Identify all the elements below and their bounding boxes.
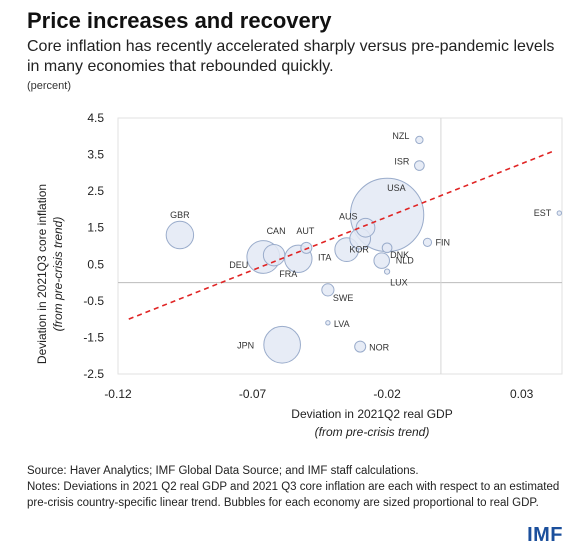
bubble-nld [373,252,390,269]
y-tick-labels: 4.5 3.5 2.5 1.5 0.5 -0.5 -1.5 -2.5 [83,111,104,381]
bubble-aut [300,241,313,254]
y-axis-subtitle: (from pre-crisis trend) [51,217,65,332]
y-tick-label: -2.5 [83,367,104,381]
y-tick-label: 1.5 [87,221,104,235]
bubble-jpn [263,325,301,364]
bubble-isr [414,160,425,171]
x-tick-label: -0.12 [104,387,132,401]
point-label-dnk: DNK [390,250,409,260]
y-tick-label: 0.5 [87,257,104,271]
point-label-usa: USA [387,183,406,193]
x-tick-labels: -0.12 -0.07 -0.02 0.03 [104,387,533,401]
x-axis-subtitle: (from pre-crisis trend) [315,425,430,439]
x-tick-label: -0.02 [373,387,401,401]
point-label-deu: DEU [229,260,248,270]
point-labels: NZL ISR USA AUS EST GBR FIN CAN AUT DNK DEU FRA ITA N… [170,131,552,353]
imf-logo: IMF [527,524,563,546]
point-label-ita: ITA [318,253,331,263]
x-tick-label: -0.07 [239,387,267,401]
point-label-lva: LVA [334,319,350,329]
point-label-lux: LUX [390,278,408,288]
point-label-can: CAN [267,226,286,236]
point-label-est: EST [534,208,552,218]
point-label-nor: NOR [369,343,390,353]
chart-subtitle: Core inflation has recently accelerated … [27,38,555,75]
y-tick-label: 4.5 [87,111,104,125]
point-label-isr: ISR [394,157,410,167]
source-text: Source: Haver Analytics; IMF Global Data… [27,465,419,477]
point-label-gbr: GBR [170,210,190,220]
notes-text: Notes: Deviations in 2021 Q2 real GDP an… [27,481,560,509]
footer-notes: Source: Haver Analytics; IMF Global Data… [27,463,567,511]
y-tick-label: 2.5 [87,184,104,198]
y-tick-label: -0.5 [83,294,104,308]
bubble-fin [422,237,433,247]
y-tick-label: 3.5 [87,148,104,162]
point-label-fin: FIN [435,237,450,247]
unit-label: (percent) [27,80,72,92]
y-axis-title: Deviation in 2021Q3 core inflation [35,184,49,364]
bubble-est [556,210,563,216]
chart-title: Price increases and recovery [27,8,332,33]
point-label-nld: NLD [396,256,415,266]
point-label-fra: FRA [279,269,297,279]
bubble-dnk [381,242,393,254]
bubble-swe [321,283,335,297]
gridlines [117,117,563,375]
point-label-aut: AUT [296,226,315,236]
bubble-lux [383,268,391,275]
x-tick-label: 0.03 [510,387,534,401]
bubble-lva [325,320,331,326]
y-tick-label: -1.5 [83,330,104,344]
bubbles [165,135,563,364]
trend-line [128,150,555,320]
bubble-nor [354,340,367,353]
x-axis-title: Deviation in 2021Q2 real GDP [291,407,452,421]
trend-line-group [128,150,555,320]
bubble-aus [355,217,376,238]
point-label-nzl: NZL [392,131,409,141]
bubble-can [262,243,286,267]
bubble-gbr [165,220,195,250]
plot-frame [117,117,563,375]
bubble-nzl [415,135,424,145]
point-label-jpn: JPN [237,341,254,351]
point-label-kor: KOR [349,245,369,255]
point-label-swe: SWE [333,293,354,303]
point-label-aus: AUS [339,212,358,222]
